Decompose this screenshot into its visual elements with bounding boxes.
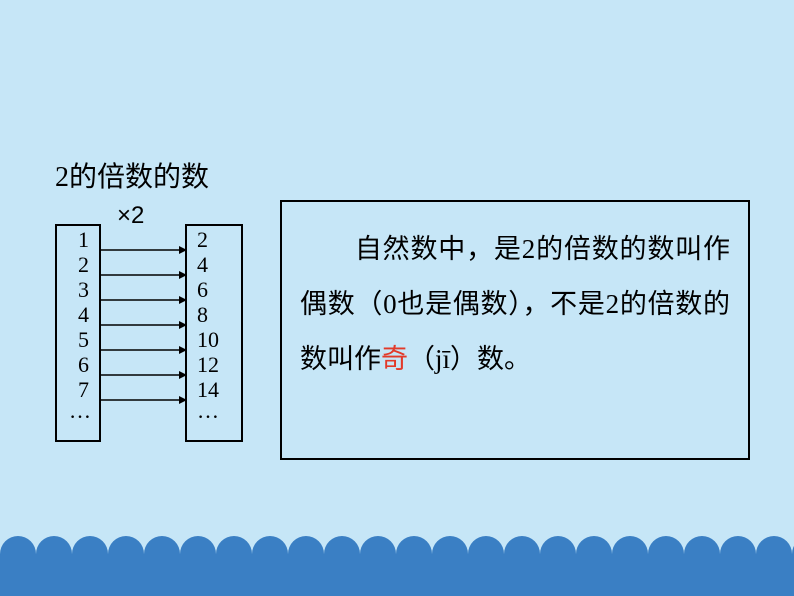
multiplication-diagram: ×2 1 2 3 4 5 6 7 … 2 4 6 8 10 12 14 … [55, 200, 245, 450]
wave-decoration [0, 536, 794, 596]
definition-text-box: 自然数中，是2的倍数的数叫作偶数（0也是偶数），不是2的倍数的数叫作奇（jī）数… [280, 200, 750, 460]
definition-highlight: 奇 [381, 344, 408, 374]
connector-lines [55, 200, 245, 460]
definition-suffix: （jī）数。 [408, 344, 531, 374]
page-title: 2的倍数的数 [55, 155, 209, 195]
